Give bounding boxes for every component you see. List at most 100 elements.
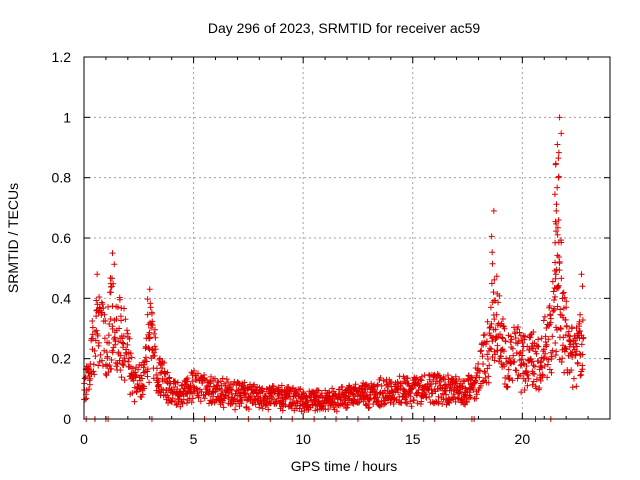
data-point <box>533 376 540 383</box>
data-point <box>545 336 552 343</box>
data-point <box>398 399 405 406</box>
data-point <box>183 400 190 407</box>
data-point <box>554 303 561 310</box>
data-point <box>559 355 566 362</box>
data-point <box>100 305 107 312</box>
data-point <box>121 305 128 312</box>
data-point <box>530 345 537 352</box>
data-point <box>86 381 93 388</box>
data-point <box>520 360 527 367</box>
data-point <box>362 381 369 388</box>
data-point <box>108 366 115 373</box>
data-point <box>152 326 159 333</box>
data-point <box>467 394 474 401</box>
data-point <box>569 384 576 391</box>
data-point <box>493 311 500 318</box>
data-point <box>404 400 411 407</box>
data-point <box>489 249 496 256</box>
data-point <box>550 288 557 295</box>
data-point <box>90 368 97 375</box>
data-point <box>315 387 322 394</box>
data-point <box>121 377 128 384</box>
data-point <box>408 403 415 410</box>
data-point <box>107 274 114 281</box>
data-point <box>140 364 147 371</box>
data-point <box>279 407 286 414</box>
data-point <box>481 331 488 338</box>
data-point <box>555 174 562 181</box>
chart-title: Day 296 of 2023, SRMTID for receiver ac5… <box>208 20 481 36</box>
data-point <box>383 381 390 388</box>
data-point <box>574 360 581 367</box>
data-point <box>549 333 556 340</box>
data-point <box>227 385 234 392</box>
data-point <box>449 376 456 383</box>
data-point <box>486 345 493 352</box>
data-point <box>108 283 115 290</box>
data-point <box>370 401 377 408</box>
data-point <box>245 406 252 413</box>
data-point <box>259 388 266 395</box>
axis-ticks: 0 0.2 0.4 0.6 0.8 1 1.2 0 5 10 15 20 <box>52 49 610 447</box>
data-point <box>125 358 132 365</box>
data-point <box>497 322 504 329</box>
data-point <box>134 381 141 388</box>
data-point <box>144 311 151 318</box>
data-point <box>238 396 245 403</box>
data-point <box>98 357 105 364</box>
data-point <box>89 318 96 325</box>
data-point <box>568 367 575 374</box>
data-point <box>573 343 580 350</box>
y-tick-label: 0.2 <box>52 351 72 367</box>
data-point <box>158 369 165 376</box>
x-tick-label: 15 <box>405 431 421 447</box>
data-point <box>521 387 528 394</box>
data-point <box>232 406 239 413</box>
data-point <box>91 371 98 378</box>
data-point <box>129 365 136 372</box>
data-point <box>296 386 303 393</box>
data-point <box>511 358 518 365</box>
data-point <box>147 304 154 311</box>
data-point <box>259 385 266 392</box>
data-point <box>153 365 160 372</box>
data-point <box>553 228 560 235</box>
data-point <box>166 374 173 381</box>
data-point <box>469 375 476 382</box>
data-point <box>118 374 125 381</box>
data-point <box>402 399 409 406</box>
data-point <box>522 333 529 340</box>
data-point <box>109 349 116 356</box>
data-point <box>530 362 537 369</box>
data-point <box>459 384 466 391</box>
data-point <box>432 380 439 387</box>
data-point <box>516 350 523 357</box>
data-point <box>106 362 113 369</box>
data-point <box>188 399 195 406</box>
data-point <box>297 385 304 392</box>
data-point <box>504 383 511 390</box>
data-point <box>553 201 560 208</box>
data-point <box>476 374 483 381</box>
data-point <box>116 325 123 332</box>
data-point <box>492 326 499 333</box>
data-point <box>241 379 248 386</box>
data-point <box>561 294 568 301</box>
data-point <box>314 387 321 394</box>
data-point <box>267 399 274 406</box>
data-point <box>120 362 127 369</box>
data-point <box>116 296 123 303</box>
data-point <box>417 376 424 383</box>
data-point <box>263 392 270 399</box>
data-point <box>275 384 282 391</box>
data-point <box>138 375 145 382</box>
data-point <box>499 335 506 342</box>
data-point <box>195 392 202 399</box>
data-point <box>538 335 545 342</box>
data-point <box>572 340 579 347</box>
data-point <box>138 393 145 400</box>
data-point <box>93 297 100 304</box>
data-point <box>577 311 584 318</box>
data-point <box>377 374 384 381</box>
data-point <box>278 382 285 389</box>
